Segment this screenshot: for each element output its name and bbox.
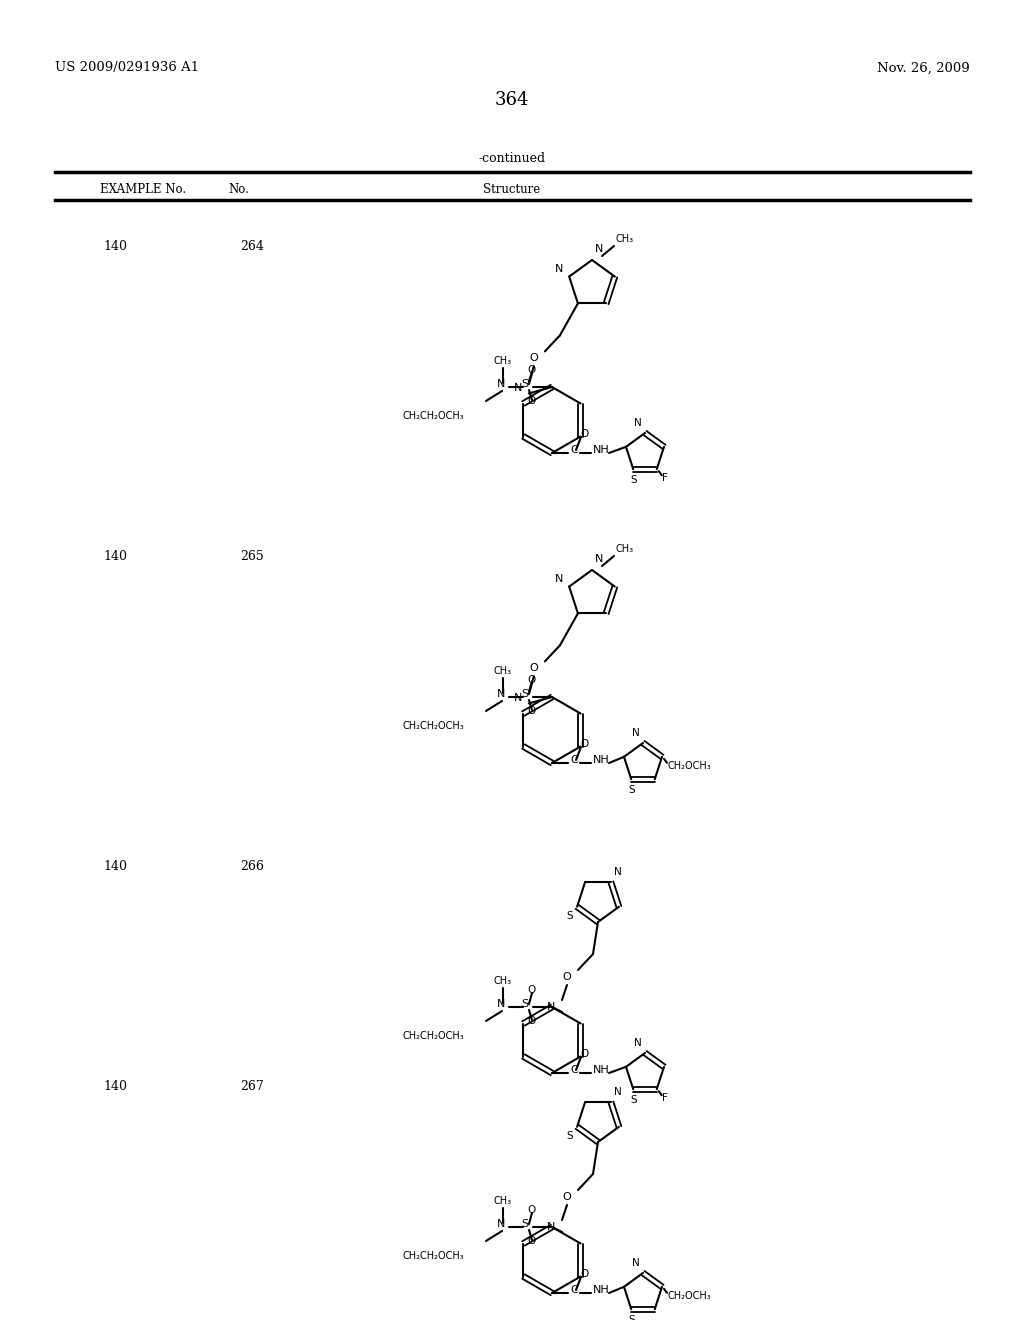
Text: CH₃: CH₃ (494, 356, 512, 366)
Text: S: S (628, 785, 635, 795)
Text: O: O (528, 675, 537, 685)
Text: N: N (555, 264, 563, 273)
Text: CH₃: CH₃ (494, 1196, 512, 1206)
Text: 266: 266 (240, 861, 264, 873)
Text: O: O (528, 366, 537, 375)
Text: O: O (529, 354, 538, 363)
Text: N: N (497, 689, 505, 700)
Text: S: S (630, 1096, 637, 1105)
Text: O: O (562, 1192, 571, 1203)
Text: N: N (497, 999, 505, 1008)
Text: CH₂CH₂OCH₃: CH₂CH₂OCH₃ (402, 411, 464, 421)
Text: N: N (595, 244, 603, 253)
Text: C: C (570, 1284, 578, 1295)
Text: O: O (580, 429, 588, 440)
Text: N: N (632, 729, 640, 738)
Text: S: S (521, 1218, 528, 1229)
Text: 364: 364 (495, 91, 529, 110)
Text: S: S (521, 999, 528, 1008)
Text: C: C (570, 1065, 578, 1074)
Text: N: N (547, 1002, 555, 1012)
Text: NH: NH (593, 445, 609, 455)
Text: O: O (528, 396, 537, 407)
Text: O: O (580, 1049, 588, 1059)
Text: Structure: Structure (483, 183, 541, 195)
Text: CH₂CH₂OCH₃: CH₂CH₂OCH₃ (402, 1251, 464, 1261)
Text: O: O (528, 1205, 537, 1214)
Text: S: S (566, 1131, 573, 1140)
Text: NH: NH (593, 1065, 609, 1074)
Text: F: F (662, 473, 668, 483)
Text: S: S (521, 379, 528, 389)
Text: 140: 140 (103, 240, 127, 253)
Text: N: N (513, 383, 522, 393)
Text: O: O (529, 664, 538, 673)
Text: 265: 265 (240, 550, 264, 564)
Text: N: N (555, 574, 563, 583)
Text: N: N (634, 418, 642, 428)
Text: N: N (513, 693, 522, 704)
Text: CH₃: CH₃ (494, 667, 512, 676)
Text: S: S (521, 689, 528, 700)
Text: C: C (570, 445, 578, 455)
Text: O: O (562, 972, 571, 982)
Text: N: N (497, 1218, 505, 1229)
Text: No.: No. (228, 183, 249, 195)
Text: 264: 264 (240, 240, 264, 253)
Text: O: O (528, 706, 537, 715)
Text: CH₃: CH₃ (615, 234, 633, 244)
Text: N: N (634, 1038, 642, 1048)
Text: S: S (630, 475, 637, 486)
Text: CH₃: CH₃ (615, 544, 633, 554)
Text: CH₃: CH₃ (494, 975, 512, 986)
Text: US 2009/0291936 A1: US 2009/0291936 A1 (55, 62, 199, 74)
Text: O: O (528, 1016, 537, 1026)
Text: CH₂CH₂OCH₃: CH₂CH₂OCH₃ (402, 1031, 464, 1041)
Text: N: N (547, 1222, 555, 1232)
Text: S: S (628, 1315, 635, 1320)
Text: EXAMPLE No.: EXAMPLE No. (100, 183, 186, 195)
Text: 267: 267 (240, 1080, 264, 1093)
Text: N: N (632, 1258, 640, 1269)
Text: O: O (528, 1236, 537, 1246)
Text: CH₂OCH₃: CH₂OCH₃ (667, 760, 711, 771)
Text: N: N (614, 867, 622, 878)
Text: N: N (614, 1088, 622, 1097)
Text: O: O (580, 1269, 588, 1279)
Text: N: N (595, 554, 603, 564)
Text: Nov. 26, 2009: Nov. 26, 2009 (878, 62, 970, 74)
Text: CH₂CH₂OCH₃: CH₂CH₂OCH₃ (402, 721, 464, 731)
Text: 140: 140 (103, 861, 127, 873)
Text: S: S (566, 911, 573, 921)
Text: O: O (580, 739, 588, 748)
Text: CH₂OCH₃: CH₂OCH₃ (667, 1291, 711, 1300)
Text: 140: 140 (103, 550, 127, 564)
Text: C: C (570, 755, 578, 766)
Text: N: N (497, 379, 505, 389)
Text: -continued: -continued (478, 152, 546, 165)
Text: 140: 140 (103, 1080, 127, 1093)
Text: O: O (528, 985, 537, 995)
Text: NH: NH (593, 1284, 609, 1295)
Text: F: F (662, 1093, 668, 1104)
Text: NH: NH (593, 755, 609, 766)
